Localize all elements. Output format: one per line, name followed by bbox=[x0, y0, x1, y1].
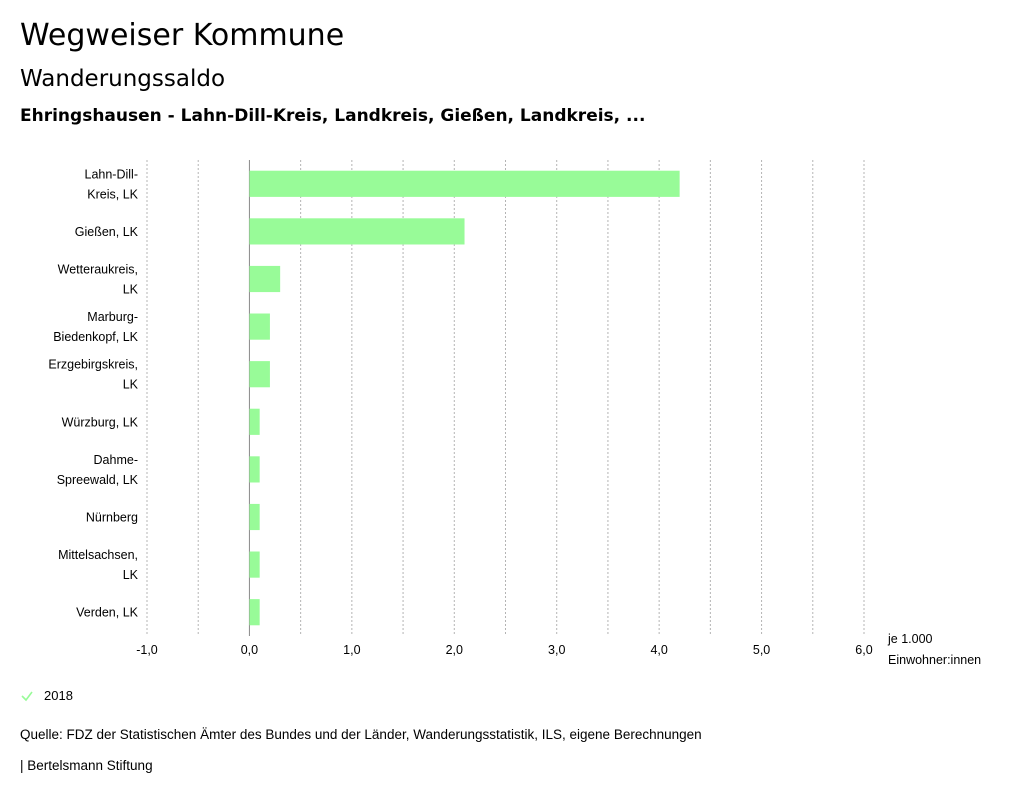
x-tick-label: 0,0 bbox=[241, 643, 258, 657]
x-tick-label: 3,0 bbox=[548, 643, 565, 657]
bar[interactable] bbox=[249, 503, 260, 531]
category-label: Marburg- bbox=[87, 310, 138, 324]
bar[interactable] bbox=[249, 218, 465, 245]
x-axis-label-line: Einwohner:innen bbox=[888, 653, 981, 667]
bar[interactable] bbox=[249, 551, 260, 578]
x-tick-label: 1,0 bbox=[343, 643, 360, 657]
bar[interactable] bbox=[249, 408, 260, 435]
brand-note: | Bertelsmann Stiftung bbox=[20, 758, 153, 773]
bar[interactable] bbox=[249, 265, 281, 293]
category-labels: Lahn-Dill- Kreis, LK Gießen, LK Wetteraukre… bbox=[48, 167, 138, 619]
bar-chart: Lahn-Dill- Kreis, LK Gießen, LK Wetteraukre… bbox=[48, 160, 981, 667]
source-note: Quelle: FDZ der Statistischen Ämter des … bbox=[20, 727, 702, 742]
bar[interactable] bbox=[249, 170, 680, 197]
category-label: Lahn-Dill- bbox=[85, 167, 139, 181]
category-label: Gießen, LK bbox=[75, 225, 139, 239]
bar[interactable] bbox=[249, 313, 270, 340]
category-label: Spreewald, LK bbox=[57, 473, 139, 487]
bar[interactable] bbox=[249, 361, 270, 388]
category-label: Dahme- bbox=[94, 453, 138, 467]
category-label: Biedenkopf, LK bbox=[53, 330, 138, 344]
x-tick-label: 5,0 bbox=[753, 643, 770, 657]
category-label: LK bbox=[123, 568, 139, 582]
page-title: Wegweiser Kommune bbox=[20, 18, 345, 53]
category-label: Erzgebirgskreis, bbox=[48, 358, 138, 372]
x-axis-label-line: je 1.000 bbox=[887, 632, 933, 646]
legend-label: 2018 bbox=[44, 688, 73, 703]
bar[interactable] bbox=[249, 599, 260, 626]
bar-layer bbox=[249, 170, 680, 626]
category-label: Mittelsachsen, bbox=[58, 548, 138, 562]
category-label: Kreis, LK bbox=[87, 187, 138, 201]
x-tick-label: -1,0 bbox=[136, 643, 158, 657]
check-icon[interactable] bbox=[20, 689, 34, 703]
x-tick-label: 6,0 bbox=[855, 643, 872, 657]
x-axis-label: je 1.000 Einwohner:innen bbox=[887, 632, 981, 667]
category-label: Nürnberg bbox=[86, 511, 138, 525]
page-subtitle: Wanderungssaldo bbox=[20, 66, 226, 92]
category-label: LK bbox=[123, 283, 139, 297]
legend[interactable]: 2018 bbox=[20, 688, 73, 703]
bar[interactable] bbox=[249, 456, 260, 483]
category-label: Wetteraukreis, bbox=[58, 263, 138, 277]
grid-layer bbox=[146, 160, 865, 636]
category-label: Würzburg, LK bbox=[62, 415, 139, 429]
category-label: Verden, LK bbox=[76, 606, 139, 620]
category-label: LK bbox=[123, 378, 139, 392]
selection-label[interactable]: Ehringshausen - Lahn-Dill-Kreis, Landkre… bbox=[20, 106, 646, 126]
x-tick-label: 4,0 bbox=[650, 643, 667, 657]
x-tick-label: 2,0 bbox=[446, 643, 463, 657]
x-tick-labels: -1,0 0,0 1,0 2,0 3,0 4,0 5,0 6,0 bbox=[136, 643, 873, 657]
